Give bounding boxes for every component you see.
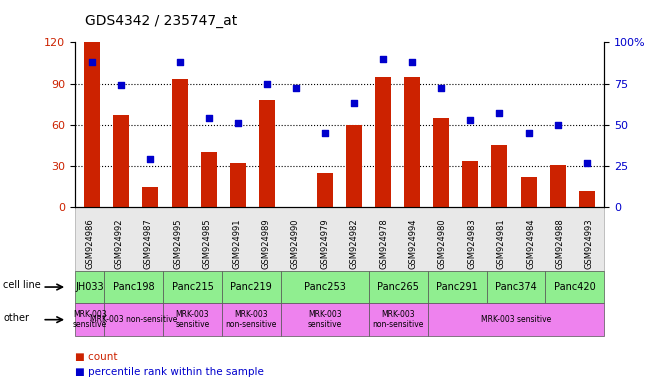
Text: MRK-003
non-sensitive: MRK-003 non-sensitive bbox=[226, 310, 277, 329]
Text: MRK-003
sensitive: MRK-003 sensitive bbox=[72, 310, 107, 329]
Bar bbox=[230, 163, 245, 207]
Text: GSM924991: GSM924991 bbox=[232, 218, 241, 269]
Text: Panc265: Panc265 bbox=[378, 282, 419, 292]
Point bbox=[553, 122, 563, 128]
Bar bbox=[579, 191, 594, 207]
Text: GSM924984: GSM924984 bbox=[526, 218, 535, 269]
Text: ■ percentile rank within the sample: ■ percentile rank within the sample bbox=[75, 367, 264, 377]
Text: Panc215: Panc215 bbox=[172, 282, 214, 292]
Point bbox=[349, 100, 359, 106]
Text: GSM924982: GSM924982 bbox=[350, 218, 359, 269]
Text: GSM924981: GSM924981 bbox=[497, 218, 506, 269]
Point bbox=[145, 156, 156, 162]
Point bbox=[436, 85, 447, 91]
Point bbox=[203, 115, 214, 121]
Text: Panc198: Panc198 bbox=[113, 282, 154, 292]
Text: GSM924986: GSM924986 bbox=[85, 218, 94, 269]
Text: cell line: cell line bbox=[3, 280, 41, 290]
Text: JH033: JH033 bbox=[76, 282, 104, 292]
Text: GSM924989: GSM924989 bbox=[262, 218, 270, 269]
Bar bbox=[317, 173, 333, 207]
Text: GSM924985: GSM924985 bbox=[202, 218, 212, 269]
Text: Panc291: Panc291 bbox=[436, 282, 478, 292]
Text: other: other bbox=[3, 313, 29, 323]
Bar bbox=[172, 79, 187, 207]
Text: GSM924990: GSM924990 bbox=[291, 218, 300, 269]
Text: Panc420: Panc420 bbox=[554, 282, 596, 292]
Bar bbox=[434, 118, 449, 207]
Bar bbox=[375, 77, 391, 207]
Text: GSM924979: GSM924979 bbox=[320, 218, 329, 269]
Text: GSM924987: GSM924987 bbox=[144, 218, 153, 269]
Point bbox=[465, 117, 476, 123]
Point bbox=[523, 130, 534, 136]
Text: MRK-003
sensitive: MRK-003 sensitive bbox=[308, 310, 342, 329]
Text: Panc253: Panc253 bbox=[304, 282, 346, 292]
Bar bbox=[85, 42, 100, 207]
Bar bbox=[143, 187, 158, 207]
Text: GDS4342 / 235747_at: GDS4342 / 235747_at bbox=[85, 14, 237, 28]
Text: GSM924992: GSM924992 bbox=[115, 218, 124, 269]
Bar bbox=[462, 161, 478, 207]
Point bbox=[174, 59, 185, 65]
Bar bbox=[346, 125, 362, 207]
Text: MRK-003 non-sensitive: MRK-003 non-sensitive bbox=[90, 315, 177, 324]
Bar bbox=[404, 77, 420, 207]
Point bbox=[116, 82, 126, 88]
Text: GSM924988: GSM924988 bbox=[555, 218, 564, 269]
Bar bbox=[549, 165, 566, 207]
Text: GSM924983: GSM924983 bbox=[467, 218, 477, 269]
Point bbox=[87, 59, 98, 65]
Bar bbox=[521, 177, 536, 207]
Point bbox=[494, 110, 505, 116]
Point bbox=[320, 130, 330, 136]
Point bbox=[262, 81, 272, 87]
Text: Panc374: Panc374 bbox=[495, 282, 537, 292]
Point bbox=[232, 120, 243, 126]
Text: GSM924980: GSM924980 bbox=[438, 218, 447, 269]
Text: MRK-003
sensitive: MRK-003 sensitive bbox=[175, 310, 210, 329]
Point bbox=[378, 56, 389, 62]
Bar bbox=[492, 146, 507, 207]
Point bbox=[407, 59, 417, 65]
Point bbox=[581, 160, 592, 166]
Point bbox=[290, 85, 301, 91]
Bar bbox=[259, 100, 275, 207]
Bar bbox=[201, 152, 217, 207]
Text: GSM924995: GSM924995 bbox=[173, 218, 182, 269]
Text: ■ count: ■ count bbox=[75, 352, 117, 362]
Text: GSM924978: GSM924978 bbox=[379, 218, 388, 269]
Bar bbox=[113, 115, 130, 207]
Text: GSM924994: GSM924994 bbox=[409, 218, 417, 269]
Text: MRK-003
non-sensitive: MRK-003 non-sensitive bbox=[372, 310, 424, 329]
Text: Panc219: Panc219 bbox=[230, 282, 272, 292]
Text: GSM924993: GSM924993 bbox=[585, 218, 594, 269]
Text: MRK-003 sensitive: MRK-003 sensitive bbox=[481, 315, 551, 324]
